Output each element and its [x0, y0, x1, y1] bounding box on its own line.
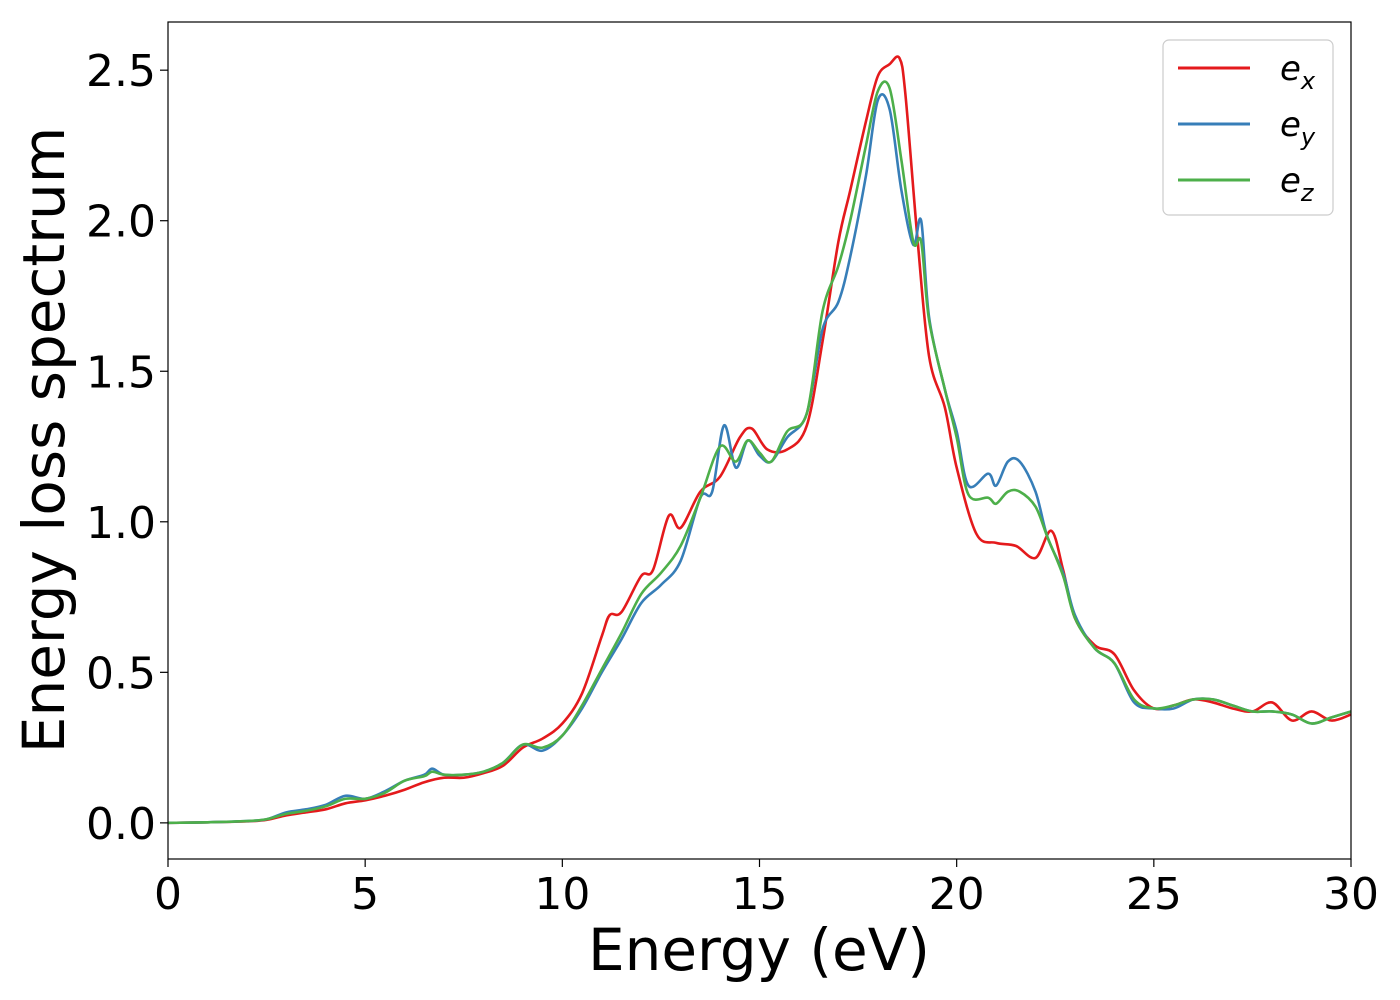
x-tick-label: 20 [929, 869, 985, 920]
y-tick-label: 0.5 [86, 648, 156, 699]
y-tick-label: 1.0 [86, 498, 156, 549]
x-axis-label: Energy (eV) [588, 916, 930, 984]
legend-label-z: ez [1280, 161, 1315, 207]
series-layer [168, 55, 1351, 825]
y-axis-label: Energy loss spectrum [10, 127, 78, 753]
x-tick-label: 0 [154, 869, 182, 920]
series-line-x [168, 55, 1351, 825]
series-line-z [168, 80, 1351, 825]
legend-label-x: ex [1280, 49, 1316, 95]
x-tick-label: 5 [351, 869, 379, 920]
y-tick-label: 2.0 [86, 197, 156, 248]
y-tick-label: 1.5 [86, 347, 156, 398]
x-tick-label: 15 [732, 869, 788, 920]
legend: ex ey ez [1162, 39, 1334, 216]
y-tick-label: 0.0 [86, 799, 156, 850]
ticks-layer: 0 5 10 15 20 25 30 0.0 0.5 1.0 1.5 2.0 2.5 [86, 46, 1379, 920]
y-tick-label: 2.5 [86, 46, 156, 97]
x-tick-label: 10 [534, 869, 590, 920]
x-tick-label: 30 [1323, 869, 1379, 920]
legend-label-y: ey [1280, 105, 1316, 151]
x-tick-label: 25 [1126, 869, 1182, 920]
legend-box [1162, 39, 1334, 216]
